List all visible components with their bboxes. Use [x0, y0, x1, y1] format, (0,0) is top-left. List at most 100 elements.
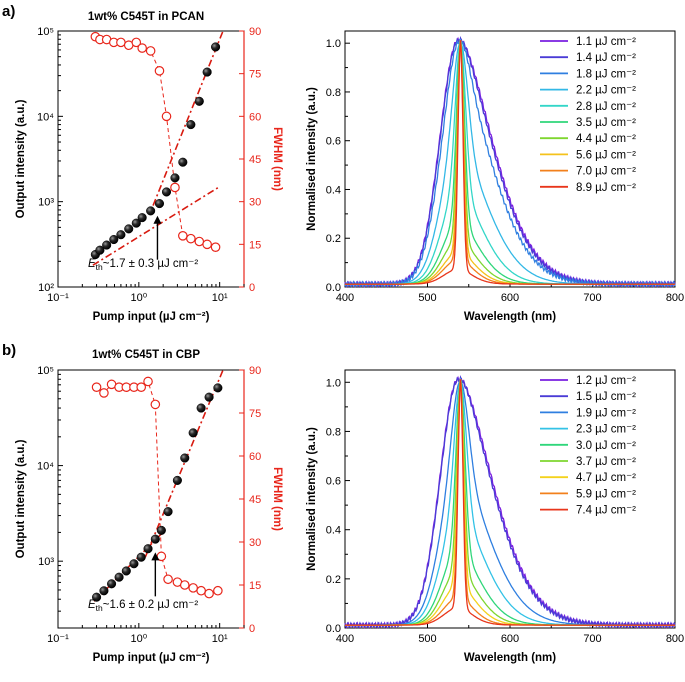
- fwhm-point: [154, 66, 165, 76]
- y2-tick-label: 0: [249, 623, 255, 635]
- y-tick-label: 0.2: [326, 574, 341, 586]
- output-intensity-point: [188, 428, 198, 438]
- y-tick-label: 10⁵: [37, 26, 54, 38]
- y-axis-label: Output intensity (a.u.): [15, 99, 27, 218]
- y2-tick-label: 90: [249, 26, 261, 38]
- legend-label: 3.0 µJ cm⁻²: [576, 440, 636, 452]
- fwhm-point: [163, 574, 173, 585]
- legend-label: 3.7 µJ cm⁻²: [576, 456, 636, 468]
- output-intensity-point: [143, 544, 153, 554]
- x-tick-label: 400: [336, 633, 354, 645]
- y2-tick-label: 45: [249, 154, 261, 166]
- y-tick-label: 10³: [38, 197, 54, 209]
- y-tick-label: 10³: [38, 556, 54, 568]
- legend-label: 4.7 µJ cm⁻²: [576, 472, 636, 484]
- output-intensity-point: [202, 67, 212, 77]
- output-intensity-point: [204, 392, 214, 402]
- x-axis-label: Wavelength (nm): [464, 311, 556, 323]
- output-intensity-point: [180, 453, 190, 463]
- fwhm-line: [96, 380, 219, 595]
- y-tick-label: 0.6: [326, 476, 341, 488]
- output-intensity-point: [107, 579, 117, 589]
- output-intensity-point: [211, 42, 221, 52]
- x-tick-label: 500: [418, 292, 436, 304]
- output-intensity-point: [196, 403, 206, 413]
- y-tick-label: 1.0: [326, 38, 341, 50]
- legend-label: 2.8 µJ cm⁻²: [576, 101, 636, 113]
- x-tick-label: 400: [336, 292, 354, 304]
- y-axis-label: Output intensity (a.u.): [15, 439, 27, 558]
- spectrum-line: [345, 40, 675, 285]
- fwhm-point: [194, 236, 205, 247]
- x-tick-label: 800: [666, 633, 684, 645]
- y2-tick-label: 0: [249, 282, 255, 294]
- legend-label: 1.5 µJ cm⁻²: [576, 391, 636, 403]
- threshold-plot-a: 10⁻¹ 10⁰ 10¹ 10² 10³ 10⁴ 10⁵ 0 15 30 45 60 75 90 Pump …: [15, 26, 283, 323]
- fwhm-point: [145, 46, 156, 56]
- x-tick-label: 600: [501, 633, 519, 645]
- threshold-arrowhead: [151, 552, 160, 561]
- legend-label: 1.2 µJ cm⁻²: [576, 375, 636, 387]
- spectrum-line: [345, 379, 675, 626]
- output-intensity-point: [114, 572, 124, 582]
- y2-tick-label: 45: [249, 494, 261, 506]
- x-tick-label: 500: [418, 633, 436, 645]
- legend-label: 4.4 µJ cm⁻²: [576, 133, 636, 145]
- output-intensity-point: [172, 475, 182, 485]
- fwhm-point: [99, 388, 109, 398]
- x-axis-label: Wavelength (nm): [464, 652, 556, 664]
- legend-label: 7.4 µJ cm⁻²: [576, 505, 636, 517]
- panel-a-label: a): [2, 3, 15, 20]
- fwhm-point: [136, 382, 147, 392]
- x-tick-label: 700: [583, 633, 601, 645]
- y2-axis-label: FWHM (nm): [271, 467, 283, 531]
- output-intensity-point: [102, 240, 112, 250]
- output-intensity-point: [121, 566, 131, 576]
- panel-a-left-title: 1wt% C545T in PCAN: [88, 11, 204, 23]
- y-axis-label: Normalised intensity (a.u.): [306, 427, 318, 571]
- y2-axis-label: FWHM (nm): [271, 127, 283, 191]
- x-axis-label: Pump input (µJ cm⁻²): [93, 652, 210, 664]
- legend-label: 7.0 µJ cm⁻²: [576, 166, 636, 178]
- output-intensity-point: [109, 234, 119, 245]
- fwhm-point: [131, 37, 142, 48]
- fwhm-point: [178, 231, 188, 241]
- spectra-plot-a: 400 500 600 700 800 0.0 0.2 0.4 0.6 0.8 1.0 Wavelen…: [306, 30, 684, 323]
- x-tick-label: 800: [666, 292, 684, 304]
- y-tick-label: 0.8: [326, 426, 341, 438]
- x-tick-label: 10¹: [212, 633, 228, 645]
- output-intensity-point: [116, 230, 126, 240]
- legend-label: 2.3 µJ cm⁻²: [576, 424, 636, 436]
- output-intensity-point: [161, 187, 172, 197]
- fwhm-point: [196, 585, 206, 596]
- threshold-annotation: Eth~1.6 ± 0.2 µJ cm⁻²: [88, 599, 198, 613]
- y2-tick-label: 30: [249, 537, 261, 549]
- panel-b-left-title: 1wt% C545T in CBP: [92, 349, 200, 361]
- fwhm-point: [188, 583, 198, 593]
- fwhm-point: [143, 376, 153, 387]
- y-axis-label: Normalised intensity (a.u.): [306, 87, 318, 231]
- output-intensity-point: [99, 586, 109, 596]
- output-intensity-point: [186, 120, 196, 130]
- x-tick-label: 10⁰: [131, 292, 148, 304]
- fwhm-point: [204, 588, 214, 599]
- legend-label: 5.9 µJ cm⁻²: [576, 488, 636, 500]
- x-axis-label: Pump input (µJ cm⁻²): [93, 311, 210, 323]
- threshold-arrowhead: [153, 215, 162, 224]
- fwhm-point: [161, 111, 172, 122]
- y2-tick-label: 30: [249, 197, 261, 209]
- y2-tick-label: 15: [249, 580, 261, 592]
- fit-line: [152, 30, 224, 206]
- x-tick-label: 600: [501, 292, 519, 304]
- output-intensity-point: [129, 559, 139, 569]
- y-tick-label: 0.4: [326, 184, 341, 196]
- threshold-annotation: Eth~1.7 ± 0.3 µJ cm⁻²: [88, 258, 198, 272]
- legend-label: 8.9 µJ cm⁻²: [576, 182, 636, 194]
- y2-tick-label: 15: [249, 239, 261, 251]
- legend-label: 3.5 µJ cm⁻²: [576, 117, 636, 129]
- y-tick-label: 0.8: [326, 87, 341, 99]
- output-intensity-point: [137, 213, 147, 223]
- y-tick-label: 0.0: [326, 623, 341, 635]
- fwhm-point: [202, 239, 212, 250]
